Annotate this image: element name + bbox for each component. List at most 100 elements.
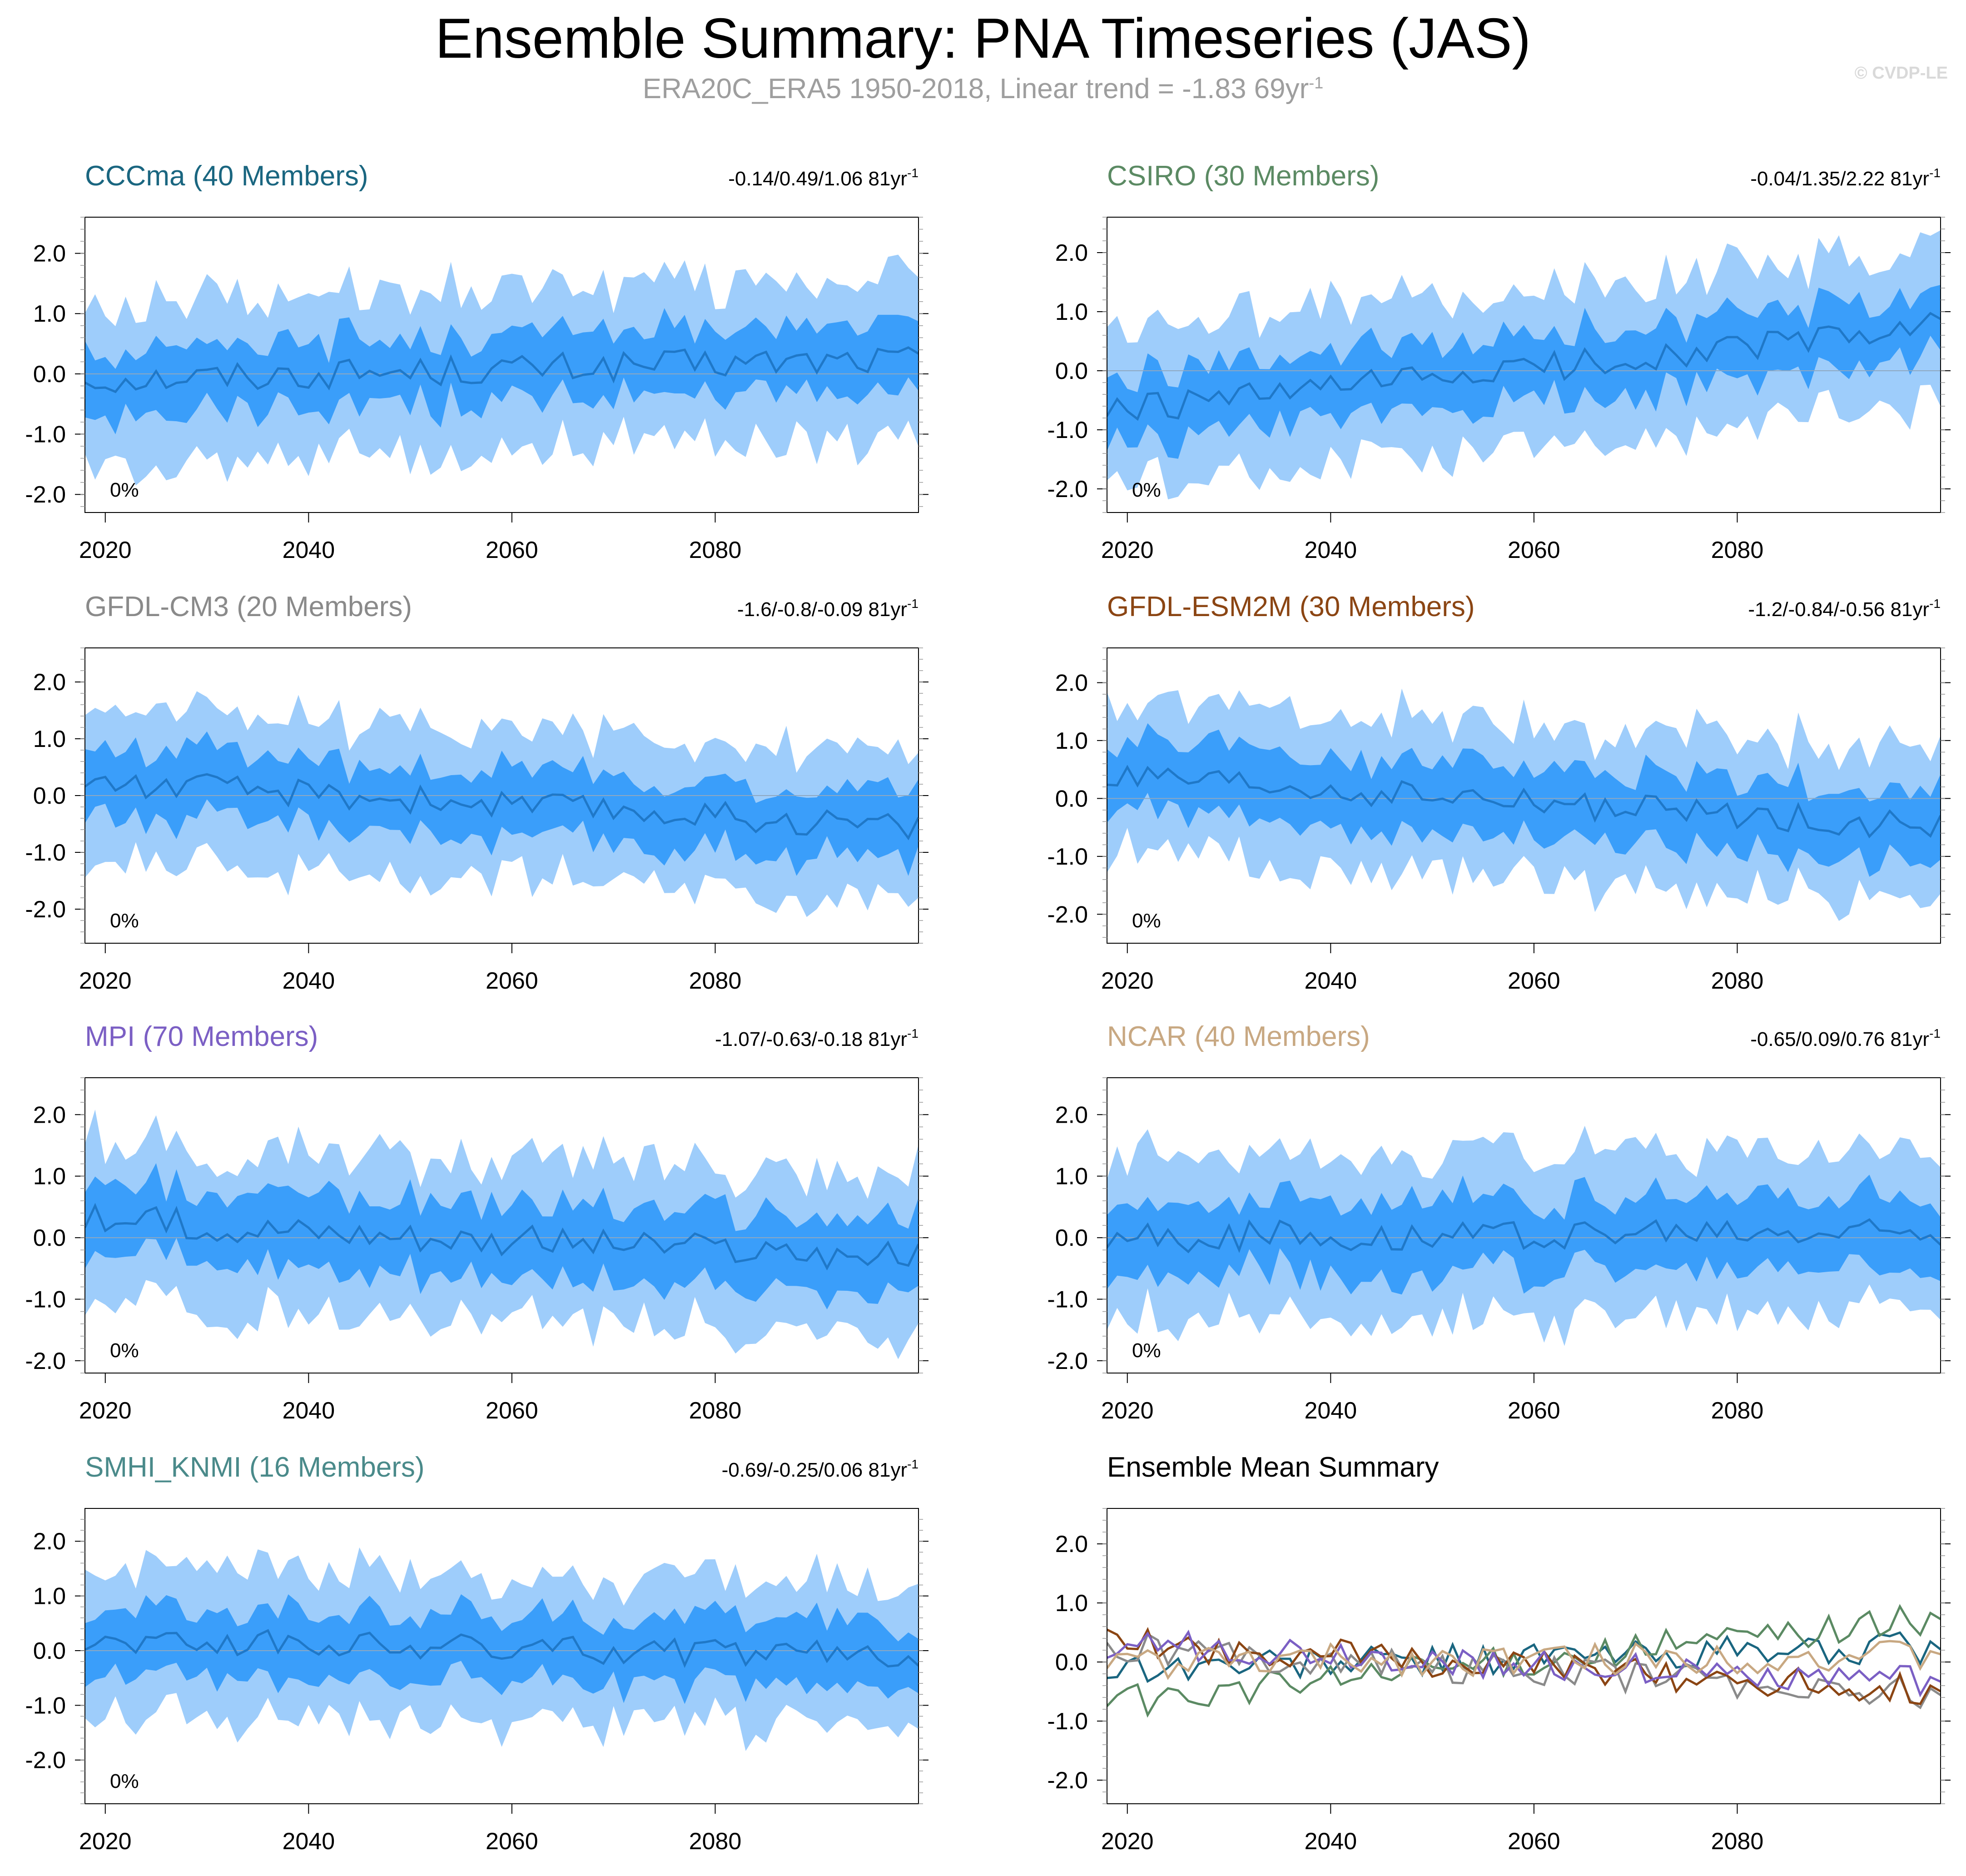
y-tick-label: 1.0 (33, 301, 66, 327)
y-tick-label: -2.0 (1047, 476, 1088, 503)
ensemble-mean-line (85, 1203, 918, 1271)
y-tick-label: 2.0 (33, 1102, 66, 1128)
y-tick-label: -2.0 (1047, 1767, 1088, 1794)
panel-title: CSIRO (30 Members) (1107, 160, 1379, 192)
page-title: Ensemble Summary: PNA Timeseries (JAS) (435, 7, 1531, 70)
summary-series-line (1107, 1631, 1941, 1683)
subtitle-exponent: -1 (1309, 73, 1324, 92)
inner-range-band (85, 1594, 918, 1704)
x-tick-label: 2040 (1304, 1398, 1357, 1424)
summary-series-line (1107, 1640, 1941, 1680)
y-tick-label: 0.0 (1055, 1649, 1088, 1676)
y-tick-label: -2.0 (1047, 901, 1088, 928)
y-tick-label: -1.0 (25, 1692, 66, 1719)
plot-area (1107, 688, 1941, 921)
panel-ncar: NCAR (40 Members) -0.65/0.09/0.76 81yr-1 0… (1047, 1021, 1951, 1424)
plot-area (1107, 230, 1941, 500)
x-tick-label: 2060 (486, 1828, 538, 1855)
plot-frame (1107, 647, 1941, 944)
range-value: -0.04/1.35/2.22 81yr (1750, 168, 1929, 190)
range-value: -0.14/0.49/1.06 81yr (728, 168, 907, 190)
panel-range-label: -1.6/-0.8/-0.09 81yr-1 (737, 597, 918, 621)
y-tick-label: 2.0 (1055, 1102, 1088, 1128)
x-tick-label: 2080 (1711, 1828, 1764, 1855)
y-tick-label: 2.0 (1055, 240, 1088, 266)
range-exponent: -1 (1929, 1026, 1941, 1040)
percent-label: 0% (110, 1770, 139, 1792)
x-tick-label: 2040 (282, 968, 335, 994)
x-tick-label: 2040 (282, 1398, 335, 1424)
y-tick-label: 0.0 (33, 1225, 66, 1251)
y-tick-label: 2.0 (1055, 1531, 1088, 1558)
panel-range-label: -0.04/1.35/2.22 81yr-1 (1750, 166, 1941, 190)
panel-range-label: -1.07/-0.63/-0.18 81yr-1 (715, 1026, 918, 1050)
panel-range-label: -1.2/-0.84/-0.56 81yr-1 (1748, 597, 1941, 621)
x-tick-label: 2080 (689, 1828, 742, 1855)
panel-range-label: -0.14/0.49/1.06 81yr-1 (728, 166, 918, 190)
y-tick-label: 2.0 (1055, 670, 1088, 696)
panel-title: Ensemble Mean Summary (1107, 1452, 1439, 1483)
y-tick-label: 1.0 (33, 1583, 66, 1610)
x-tick-label: 2080 (1711, 537, 1764, 563)
percent-label: 0% (1132, 910, 1161, 932)
inner-range-band (1107, 1174, 1941, 1295)
x-tick-label: 2040 (282, 1828, 335, 1855)
y-tick-label: 2.0 (33, 1528, 66, 1555)
y-tick-label: 1.0 (1055, 728, 1088, 754)
plot-frame (1107, 217, 1941, 513)
x-tick-label: 2040 (1304, 1828, 1357, 1855)
panel-gfdlesm2m: GFDL-ESM2M (30 Members) -1.2/-0.84/-0.56 … (1047, 591, 1951, 994)
range-exponent: -1 (907, 1026, 918, 1040)
x-tick-label: 2020 (79, 1828, 132, 1855)
y-tick-label: 0.0 (1055, 786, 1088, 812)
panel-gfdlcm3: GFDL-CM3 (20 Members) -1.6/-0.8/-0.09 81y… (25, 591, 928, 994)
range-exponent: -1 (1929, 166, 1941, 180)
plot-area (85, 1547, 918, 1751)
y-tick-label: -1.0 (1047, 1287, 1088, 1313)
y-tick-label: 0.0 (33, 361, 66, 388)
percent-label: 0% (1132, 479, 1161, 501)
panel-mpi: MPI (70 Members) -1.07/-0.63/-0.18 81yr-1… (25, 1021, 928, 1424)
range-exponent: -1 (907, 166, 918, 180)
y-tick-label: 0.0 (33, 1638, 66, 1664)
y-tick-label: 0.0 (1055, 358, 1088, 384)
x-tick-label: 2020 (79, 1398, 132, 1424)
range-exponent: -1 (907, 1457, 918, 1471)
panel-title: CCCma (40 Members) (85, 160, 368, 192)
plot-frame (84, 1508, 919, 1804)
y-tick-label: 1.0 (33, 726, 66, 752)
panel-title: GFDL-ESM2M (30 Members) (1107, 591, 1475, 622)
x-tick-label: 2060 (486, 968, 538, 994)
summary-series-line (1107, 1629, 1941, 1697)
x-tick-label: 2080 (689, 968, 742, 994)
percent-label: 0% (110, 910, 139, 932)
x-tick-label: 2020 (1101, 968, 1154, 994)
y-tick-label: -2.0 (25, 1348, 66, 1374)
ensemble-mean-line (1107, 312, 1941, 421)
plot-area (1107, 1125, 1941, 1346)
y-tick-label: 1.0 (1055, 299, 1088, 325)
range-exponent: -1 (1929, 597, 1941, 611)
summary-series-line (1107, 1627, 1941, 1706)
y-tick-label: -1.0 (1047, 1708, 1088, 1735)
inner-range-band (85, 1163, 918, 1310)
ensemble-mean-line (85, 1629, 918, 1668)
panel-smhi: SMHI_KNMI (16 Members) -0.69/-0.25/0.06 8… (25, 1452, 928, 1855)
ensemble-mean-line (1107, 1218, 1941, 1254)
y-tick-label: -2.0 (25, 482, 66, 508)
panel-cccma: CCCma (40 Members) -0.14/0.49/1.06 81yr-1… (25, 160, 928, 563)
y-tick-label: -1.0 (1047, 417, 1088, 443)
panel-title: NCAR (40 Members) (1107, 1021, 1370, 1052)
plot-area (85, 691, 918, 917)
x-tick-label: 2060 (1508, 1398, 1560, 1424)
inner-range-band (1107, 284, 1941, 459)
y-tick-label: -1.0 (25, 1287, 66, 1313)
x-tick-label: 2080 (689, 537, 742, 563)
percent-label: 0% (1132, 1339, 1161, 1362)
x-tick-label: 2080 (1711, 1398, 1764, 1424)
x-tick-label: 2060 (1508, 968, 1560, 994)
ensemble-mean-line (1107, 765, 1941, 839)
panel-range-label: -0.65/0.09/0.76 81yr-1 (1750, 1026, 1941, 1050)
x-tick-label: 2020 (1101, 1828, 1154, 1855)
